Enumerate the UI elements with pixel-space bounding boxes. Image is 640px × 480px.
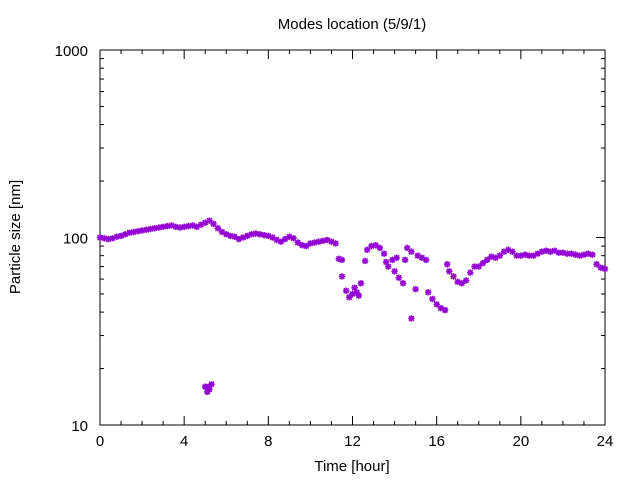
data-point	[342, 287, 350, 294]
data-point	[376, 244, 384, 252]
y-axis-label: Particle size [nm]	[7, 180, 24, 294]
data-point	[380, 250, 388, 257]
data-point	[601, 265, 609, 273]
data-point	[412, 285, 419, 293]
x-tick-label: 0	[96, 433, 104, 450]
data-points	[96, 217, 609, 396]
plot-border	[99, 49, 606, 426]
plot-frame	[99, 49, 606, 426]
data-point	[408, 248, 415, 255]
data-point	[429, 295, 436, 303]
data-point	[372, 241, 379, 249]
data-point	[290, 235, 297, 242]
data-point	[458, 280, 466, 287]
data-point	[105, 235, 112, 243]
data-point	[338, 256, 346, 264]
data-point	[130, 228, 137, 236]
data-point	[399, 280, 407, 287]
data-point	[401, 256, 409, 264]
data-point	[332, 240, 339, 247]
data-point	[355, 292, 363, 299]
x-axis-label: Time [hour]	[314, 458, 389, 475]
y-tick-label: 100	[63, 231, 88, 248]
data-point	[446, 268, 453, 275]
y-tick-label: 1000	[55, 43, 88, 60]
data-point	[126, 229, 133, 236]
data-point	[357, 280, 365, 287]
axis-ticks: 0 4 8 12 16 20 24 10 100 1000	[55, 43, 614, 450]
data-point	[467, 269, 474, 276]
data-point	[214, 225, 222, 232]
data-point	[391, 268, 398, 275]
data-point	[450, 273, 457, 280]
x-tick-label: 8	[264, 433, 272, 450]
data-point	[589, 251, 596, 258]
data-point	[385, 263, 392, 270]
data-point	[307, 240, 314, 247]
data-point	[496, 252, 503, 259]
data-point	[393, 254, 400, 261]
data-point	[364, 246, 371, 253]
x-tick-label: 20	[512, 433, 529, 450]
data-point	[422, 256, 430, 264]
data-point	[597, 264, 604, 271]
x-tick-label: 4	[180, 433, 188, 450]
data-point	[462, 277, 470, 284]
data-point	[361, 257, 369, 265]
data-point	[443, 261, 451, 268]
data-point	[425, 289, 432, 296]
data-point	[252, 230, 259, 237]
data-point	[395, 274, 402, 281]
y-tick-label: 10	[71, 418, 88, 435]
data-point	[441, 306, 449, 314]
x-tick-label: 12	[344, 433, 361, 450]
data-point	[408, 315, 415, 322]
chart-title: Modes location (5/9/1)	[278, 16, 426, 33]
data-point	[205, 383, 212, 390]
data-point	[338, 273, 346, 280]
data-point	[113, 233, 121, 240]
x-tick-label: 16	[428, 433, 445, 450]
data-point	[176, 224, 184, 231]
data-point	[202, 219, 209, 226]
data-point	[138, 227, 146, 234]
x-tick-label: 24	[597, 433, 614, 450]
data-point	[509, 248, 516, 255]
data-point	[210, 220, 217, 228]
